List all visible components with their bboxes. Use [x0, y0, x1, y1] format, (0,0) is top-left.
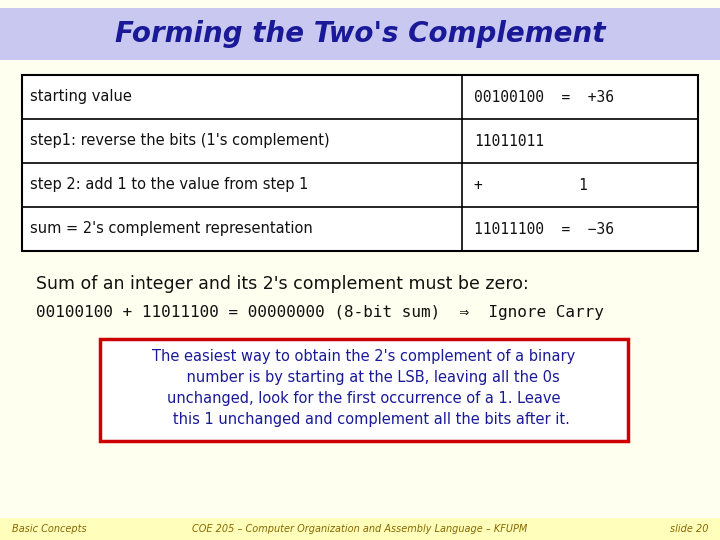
- Text: 00100100 + 11011100 = 00000000 (8-bit sum)  ⇒  Ignore Carry: 00100100 + 11011100 = 00000000 (8-bit su…: [36, 305, 604, 320]
- FancyBboxPatch shape: [22, 75, 698, 251]
- Text: Sum of an integer and its 2's complement must be zero:: Sum of an integer and its 2's complement…: [36, 275, 528, 293]
- Text: step1: reverse the bits (1's complement): step1: reverse the bits (1's complement): [30, 133, 330, 148]
- Text: this 1 unchanged and complement all the bits after it.: this 1 unchanged and complement all the …: [158, 412, 570, 427]
- Text: number is by starting at the LSB, leaving all the 0s: number is by starting at the LSB, leavin…: [168, 370, 560, 385]
- FancyBboxPatch shape: [0, 8, 720, 60]
- FancyBboxPatch shape: [100, 339, 628, 441]
- FancyBboxPatch shape: [0, 518, 720, 540]
- Text: slide 20: slide 20: [670, 524, 708, 534]
- Text: 00100100  =  +36: 00100100 = +36: [474, 90, 614, 105]
- Text: COE 205 – Computer Organization and Assembly Language – KFUPM: COE 205 – Computer Organization and Asse…: [192, 524, 528, 534]
- Text: Basic Concepts: Basic Concepts: [12, 524, 86, 534]
- Text: The easiest way to obtain the 2's complement of a binary: The easiest way to obtain the 2's comple…: [153, 349, 575, 364]
- Text: sum = 2's complement representation: sum = 2's complement representation: [30, 221, 312, 237]
- Text: 11011011: 11011011: [474, 133, 544, 148]
- Text: +           1: + 1: [474, 178, 588, 192]
- Text: Forming the Two's Complement: Forming the Two's Complement: [114, 20, 606, 48]
- Text: 11011100  =  −36: 11011100 = −36: [474, 221, 614, 237]
- Text: unchanged, look for the first occurrence of a 1. Leave: unchanged, look for the first occurrence…: [167, 391, 561, 406]
- Text: step 2: add 1 to the value from step 1: step 2: add 1 to the value from step 1: [30, 178, 308, 192]
- Text: starting value: starting value: [30, 90, 132, 105]
